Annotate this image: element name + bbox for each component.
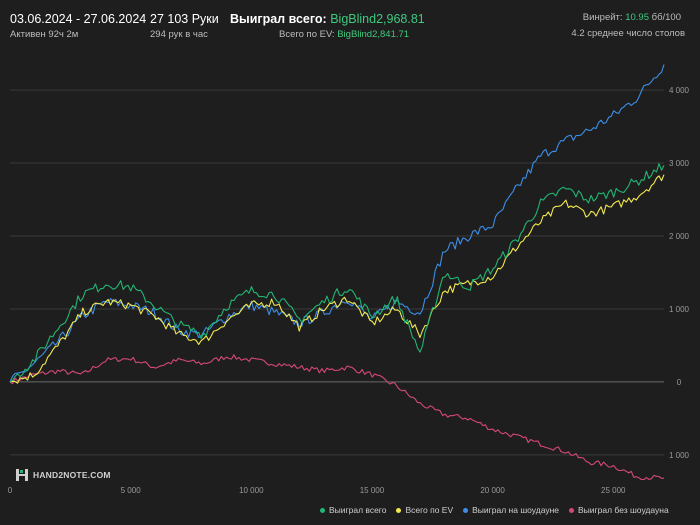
legend-item-won[interactable]: Выиграл всего <box>320 505 386 515</box>
hands-count: 27 103 Руки <box>150 12 219 26</box>
total-ev-label: Всего по EV: <box>279 29 335 40</box>
logo: HAND2NOTE.COM <box>15 468 111 482</box>
y-tick-label: 0 <box>677 378 682 387</box>
total-won-value: BigBlind2,968.81 <box>330 12 425 26</box>
total-ev: Всего по EV: BigBlind2,841.71 <box>279 29 409 40</box>
x-tick-label: 0 <box>8 486 13 495</box>
series-line-nonshowdown <box>9 354 665 481</box>
total-won-label: Выиграл всего: <box>230 12 327 26</box>
series-line-won <box>9 163 665 383</box>
total-ev-value: BigBlind2,841.71 <box>337 29 410 40</box>
x-tick-label: 25 000 <box>601 486 626 495</box>
winrate: Винрейт: 10.95 бб/100 <box>583 12 681 23</box>
legend-label-won: Выиграл всего <box>329 505 387 515</box>
legend-dot-ev <box>396 507 402 513</box>
legend-label-ev: Всего по EV <box>405 505 454 515</box>
legend-dot-nonshowdown <box>569 507 575 513</box>
legend-item-showdown[interactable]: Выиграл на шоудауне <box>463 505 559 515</box>
y-tick-label: 4 000 <box>669 86 690 95</box>
legend-label-showdown: Выиграл на шоудауне <box>472 505 560 515</box>
y-tick-label: 1 000 <box>669 305 690 314</box>
legend-label-nonshowdown: Выиграл без шоудауна <box>578 505 669 515</box>
series-line-showdown <box>9 64 665 383</box>
winrate-label: Винрейт: <box>582 12 623 23</box>
x-tick-label: 5 000 <box>121 486 142 495</box>
legend-item-nonshowdown[interactable]: Выиграл без шоудауна <box>569 505 669 515</box>
x-tick-label: 15 000 <box>360 486 385 495</box>
series-line-ev <box>9 174 665 384</box>
active-time: Активен 92ч 2м <box>10 29 79 40</box>
y-tick-label: 2 000 <box>669 232 690 241</box>
legend-item-ev[interactable]: Всего по EV <box>396 505 453 515</box>
winrate-value: 10.95 <box>625 12 649 23</box>
legend-dot-won <box>320 507 325 513</box>
winrate-suffix: бб/100 <box>651 12 681 23</box>
total-won: Выиграл всего: BigBlind2,968.81 <box>230 12 425 26</box>
chart-legend: Выиграл всего Всего по EV Выиграл на шоу… <box>320 505 669 515</box>
y-tick-label: 3 000 <box>669 159 690 168</box>
logo-text: HAND2NOTE.COM <box>33 470 111 480</box>
avg-tables: 4.2 среднее число столов <box>571 28 685 39</box>
y-tick-label: 1 000 <box>669 451 690 460</box>
logo-mark-icon <box>16 469 28 481</box>
x-tick-label: 20 000 <box>480 486 505 495</box>
date-range: 03.06.2024 - 27.06.2024 <box>10 12 147 26</box>
hands-per-hour: 294 рук в час <box>150 29 208 40</box>
x-tick-label: 10 000 <box>239 486 264 495</box>
profit-chart: 1 000 0 1 000 2 000 3 000 4 000 0 5 000 10 000 15… <box>8 64 690 495</box>
legend-dot-showdown <box>463 507 469 513</box>
stats-header: 03.06.2024 - 27.06.2024 Активен 92ч 2м 2… <box>0 0 700 44</box>
